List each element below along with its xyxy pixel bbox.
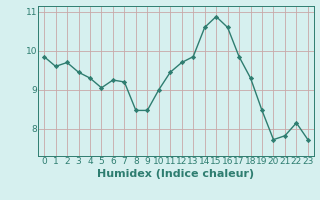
- X-axis label: Humidex (Indice chaleur): Humidex (Indice chaleur): [97, 169, 255, 179]
